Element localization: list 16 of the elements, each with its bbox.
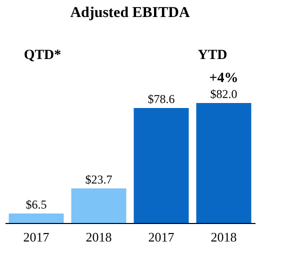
text: YTD: [198, 48, 228, 63]
bar: [8, 213, 64, 223]
text: QTD*: [24, 48, 62, 63]
bar: [71, 188, 126, 223]
data-label: $23.7: [85, 172, 112, 186]
text: +4%: [209, 71, 238, 86]
data-label: $82.0: [210, 87, 238, 101]
bar: [196, 103, 252, 223]
data-label: $78.6: [148, 92, 175, 106]
chart-title: Adjusted EBITDA: [70, 5, 190, 21]
bar: [134, 108, 189, 223]
data-label: $6.5: [26, 197, 47, 212]
x-tick-label: 2018: [210, 230, 237, 244]
x-tick-label: 2017: [148, 230, 175, 244]
x-tick-label: 2018: [86, 230, 112, 244]
x-tick-label: 2017: [23, 230, 50, 244]
